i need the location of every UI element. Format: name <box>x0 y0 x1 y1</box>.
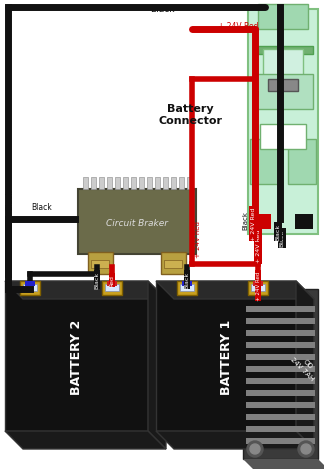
Bar <box>263 50 303 80</box>
Bar <box>253 215 271 229</box>
Bar <box>253 47 313 55</box>
Bar <box>20 281 40 296</box>
Bar <box>246 354 315 360</box>
Bar <box>246 378 315 384</box>
Bar <box>246 414 315 420</box>
Bar <box>246 366 315 372</box>
Text: BATTERY 1: BATTERY 1 <box>219 319 233 394</box>
Polygon shape <box>5 431 166 449</box>
Circle shape <box>298 441 314 457</box>
Text: Black: Black <box>280 229 284 247</box>
Bar <box>182 281 192 287</box>
Text: Black: Black <box>242 210 248 229</box>
Bar <box>246 390 315 396</box>
Text: Black: Black <box>32 203 52 211</box>
Bar <box>156 281 296 431</box>
Text: Black: Black <box>95 271 99 288</box>
Bar <box>246 318 315 324</box>
Circle shape <box>301 444 311 454</box>
Bar <box>115 178 120 189</box>
Text: Battery
Connector: Battery Connector <box>158 104 222 126</box>
Bar <box>107 178 112 189</box>
Bar <box>163 178 168 189</box>
Bar <box>161 252 186 275</box>
Bar <box>23 284 37 291</box>
Bar <box>91 260 109 268</box>
Bar <box>83 178 88 189</box>
Bar <box>288 140 316 185</box>
Bar <box>25 281 35 287</box>
Text: Circuit Braker: Circuit Braker <box>106 219 168 228</box>
Bar <box>164 260 182 268</box>
Bar <box>295 215 313 229</box>
Polygon shape <box>156 431 314 449</box>
Bar <box>243 289 318 459</box>
Bar <box>260 125 306 149</box>
Bar <box>268 80 298 92</box>
Bar <box>155 178 160 189</box>
Bar <box>248 10 318 235</box>
Text: Red: Red <box>110 275 114 286</box>
Text: Black: Black <box>184 271 190 288</box>
Bar <box>246 330 315 336</box>
Circle shape <box>250 444 260 454</box>
Bar <box>139 178 144 189</box>
Bar <box>123 178 128 189</box>
Bar <box>246 426 315 432</box>
Bar <box>147 178 152 189</box>
Bar <box>102 281 122 296</box>
Text: Black: Black <box>275 223 281 240</box>
Text: + 24V Red: + 24V Red <box>256 271 260 301</box>
Bar <box>246 307 315 312</box>
Bar <box>180 284 194 291</box>
Polygon shape <box>5 281 166 299</box>
Bar <box>131 178 136 189</box>
Bar <box>253 75 313 110</box>
Bar <box>251 284 265 291</box>
Bar <box>5 281 148 431</box>
Bar <box>187 178 192 189</box>
Bar <box>250 140 278 185</box>
Bar <box>179 178 184 189</box>
Polygon shape <box>243 459 324 469</box>
Text: + 24V Red: + 24V Red <box>256 229 260 263</box>
Bar <box>78 189 196 255</box>
Text: Black: Black <box>5 189 14 210</box>
Text: + 24V Red: + 24V Red <box>250 207 256 240</box>
Bar <box>99 178 104 189</box>
Bar <box>246 342 315 348</box>
Text: BATTERY 2: BATTERY 2 <box>70 319 83 394</box>
Bar <box>107 281 117 287</box>
Bar <box>246 438 315 444</box>
Polygon shape <box>156 281 314 299</box>
Text: + 24V Red: + 24V Red <box>195 221 201 258</box>
Text: Black: Black <box>150 5 174 14</box>
Bar <box>105 284 119 291</box>
Bar <box>253 281 263 287</box>
Bar <box>91 178 96 189</box>
Polygon shape <box>148 281 166 449</box>
Bar <box>177 281 197 296</box>
Bar <box>248 281 268 296</box>
Text: + 24V Red: + 24V Red <box>218 22 259 31</box>
Bar <box>88 252 113 275</box>
Bar <box>258 5 308 30</box>
Bar <box>246 402 315 408</box>
Text: OD
24V 7AH: OD 24V 7AH <box>290 351 320 381</box>
Circle shape <box>247 441 263 457</box>
Polygon shape <box>296 281 314 449</box>
Bar <box>171 178 176 189</box>
